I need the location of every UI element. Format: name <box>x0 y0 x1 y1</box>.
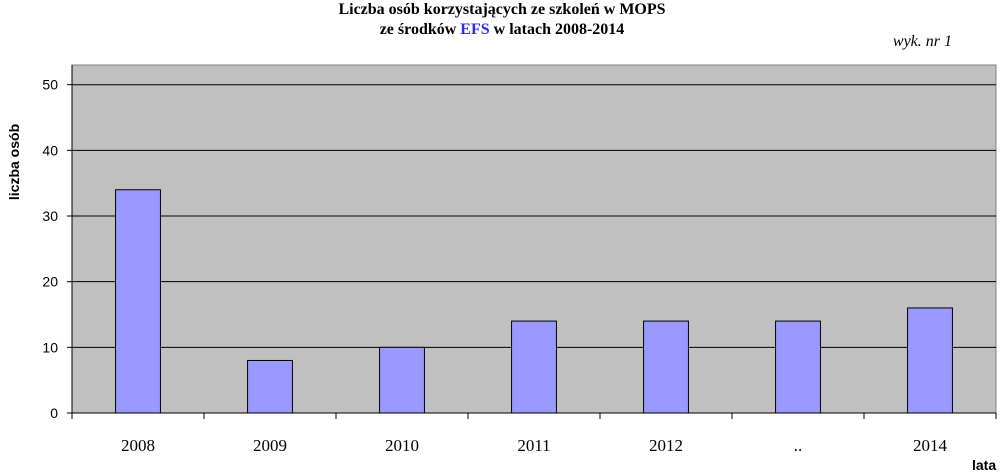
x-tick-label: 2008 <box>121 436 155 455</box>
chart-title: Liczba osób korzystających ze szkoleń w … <box>0 0 1004 40</box>
y-tick-label: 20 <box>42 274 58 290</box>
bar-2012 <box>643 320 689 414</box>
y-tick-label: 50 <box>42 77 58 93</box>
bar-2009 <box>247 359 293 414</box>
x-tick-label: 2014 <box>913 436 948 455</box>
x-tick-label: 2010 <box>385 436 419 455</box>
bar-2014 <box>907 307 953 414</box>
x-tick-label: 2011 <box>517 436 550 455</box>
bar-2010 <box>379 346 425 414</box>
chart-title-line2-suffix: w latach 2008-2014 <box>489 21 625 38</box>
chart-title-line2: ze środków EFS w latach 2008-2014 <box>0 20 1004 40</box>
chart-title-line2-prefix: ze środków <box>379 21 461 38</box>
chart-note: wyk. nr 1 <box>892 33 952 50</box>
chart-title-efs: EFS <box>460 21 490 38</box>
x-axis-label: lata <box>972 457 997 473</box>
x-tick-label: .. <box>794 436 803 455</box>
y-tick-label: 30 <box>42 208 58 224</box>
bar-2008 <box>115 189 161 414</box>
y-tick-label: 0 <box>50 405 58 421</box>
chart-title-line1: Liczba osób korzystających ze szkoleń w … <box>338 1 666 18</box>
y-tick-label: 10 <box>42 339 58 355</box>
x-tick-label: 2012 <box>649 436 683 455</box>
x-tick-label: 2009 <box>253 436 287 455</box>
bar-.. <box>775 320 821 414</box>
bar-2011 <box>511 320 557 414</box>
y-tick-label: 40 <box>42 142 58 158</box>
